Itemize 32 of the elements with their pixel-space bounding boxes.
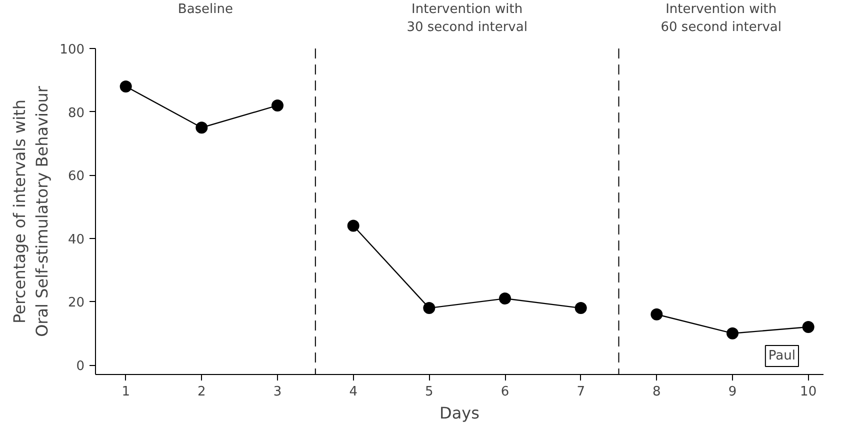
text: Intervention with 30 second interval xyxy=(406,2,528,35)
x-tick-label: 9 xyxy=(728,384,737,400)
y-tick-label: 80 xyxy=(68,106,85,121)
y-tick-label: 0 xyxy=(76,359,85,374)
point xyxy=(650,308,663,320)
x-tick-label: 10 xyxy=(800,384,817,400)
x-tick-label: 3 xyxy=(273,384,282,400)
x-tick-label: 4 xyxy=(349,384,358,400)
point xyxy=(423,302,436,314)
x-tick-label: 1 xyxy=(122,384,130,400)
point xyxy=(120,80,132,92)
y-tick-label: 20 xyxy=(68,296,85,311)
point xyxy=(499,292,511,305)
x-tick-label: 5 xyxy=(425,384,434,400)
x-tick-label: 8 xyxy=(652,384,661,400)
point xyxy=(196,122,208,134)
point xyxy=(726,327,738,340)
point xyxy=(574,302,587,314)
x-tick-label: 7 xyxy=(576,384,585,400)
point xyxy=(272,99,284,112)
y-tick-label: 60 xyxy=(68,169,85,184)
x-axis-title: Days xyxy=(440,404,480,422)
text: Baseline xyxy=(178,2,234,17)
point xyxy=(347,220,360,232)
point xyxy=(802,321,814,334)
y-tick-label: 100 xyxy=(60,42,85,58)
annotation: Paul xyxy=(768,348,796,364)
y-tick-label: 40 xyxy=(68,232,85,248)
text: Intervention with 60 second interval xyxy=(660,2,782,35)
x-tick-label: 2 xyxy=(198,384,206,400)
y-axis-title: Percentage of intervals with Oral Self-stimulatory Behaviour xyxy=(10,86,52,337)
x-tick-label: 6 xyxy=(500,384,510,400)
